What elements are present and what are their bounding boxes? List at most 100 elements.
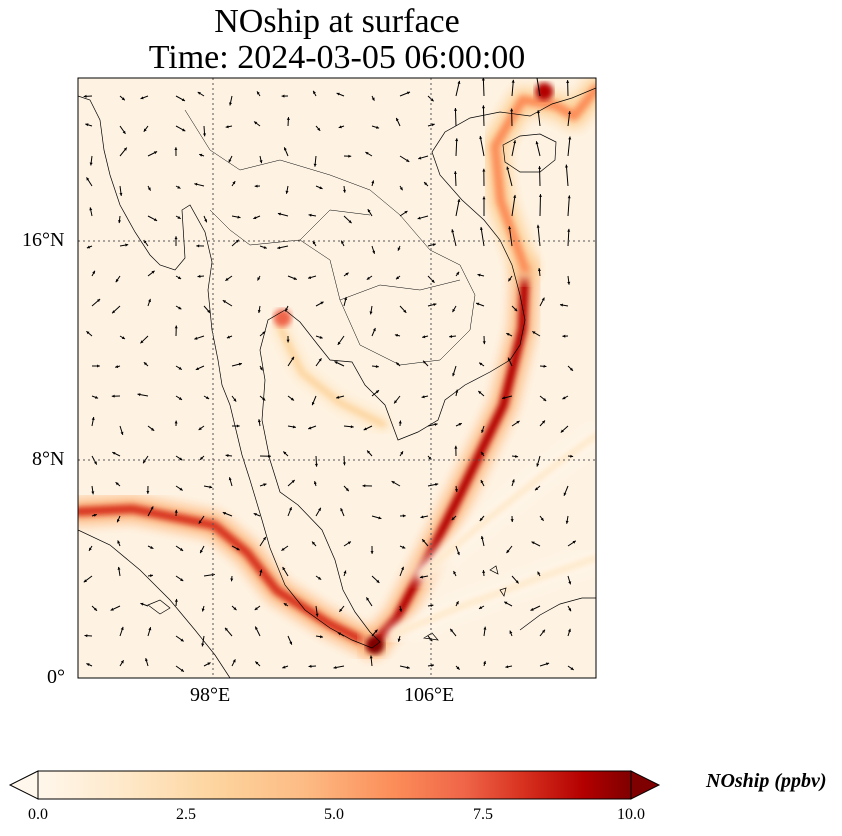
wind-arrow-head	[535, 141, 539, 145]
wind-arrow-head	[285, 308, 288, 312]
wind-arrow-head	[153, 151, 158, 155]
wind-arrow-head	[150, 506, 154, 510]
wind-arrow-head	[289, 641, 293, 645]
wind-arrow-head	[538, 194, 542, 197]
wind-arrow-head	[543, 398, 547, 401]
wind-arrow-head	[516, 420, 520, 424]
wind-arrow-head	[84, 634, 88, 638]
wind-arrow-head	[367, 450, 371, 454]
wind-arrow-head	[341, 240, 344, 244]
wind-arrow-head	[180, 638, 184, 642]
wind-arrow-head	[257, 310, 261, 313]
wind-arrow-shaft	[480, 226, 485, 247]
wind-arrow-head	[263, 537, 266, 541]
wind-arrow-head	[313, 90, 316, 94]
wind-arrow-head	[85, 123, 89, 127]
wind-arrow-head	[178, 366, 182, 370]
wind-arrow-head	[198, 427, 202, 430]
wind-arrow-head	[120, 660, 124, 664]
ship-track-1	[367, 264, 530, 650]
colorbar-tick-5: 5.0	[324, 806, 344, 823]
wind-arrow-shaft	[567, 136, 571, 157]
wind-arrow-head	[263, 483, 267, 487]
wind-arrow-head	[424, 182, 428, 186]
wind-arrow-head	[482, 168, 486, 172]
wind-arrow-head	[177, 216, 181, 219]
wind-arrow-head	[259, 367, 263, 371]
wind-arrow-head	[118, 220, 121, 224]
wind-arrow-head	[200, 549, 203, 554]
wind-arrow-head	[196, 244, 200, 248]
wind-arrow-head	[286, 117, 290, 120]
wind-arrow-head	[207, 309, 211, 313]
wind-arrow-head	[511, 79, 515, 83]
wind-arrow-head	[369, 655, 373, 659]
wind-arrow-head	[367, 209, 371, 213]
wind-arrow-head	[290, 397, 294, 401]
wind-arrow-head	[225, 454, 229, 458]
wind-arrow-head	[257, 91, 260, 95]
wind-arrow-head	[112, 310, 116, 314]
wind-arrow-head	[314, 463, 318, 467]
wind-arrow-head	[508, 278, 512, 282]
wind-arrow-head	[283, 603, 287, 607]
wind-arrow-head	[117, 519, 120, 523]
wind-arrow-head	[318, 507, 321, 511]
colorbar-frame	[37, 770, 632, 800]
lon-label-106e: 106°E	[404, 684, 455, 706]
wind-arrow-head	[350, 425, 354, 429]
wind-arrow-head	[479, 517, 483, 521]
wind-arrow-head	[238, 362, 242, 366]
wind-arrow-head	[397, 638, 401, 642]
colorbar-tick-7-5: 7.5	[473, 806, 493, 823]
wind-arrow-head	[483, 661, 487, 665]
wind-arrow-head	[403, 309, 407, 313]
wind-arrow-head	[451, 517, 455, 521]
wind-arrow-head	[378, 516, 382, 520]
wind-arrow-head	[363, 427, 367, 431]
wind-arrow-head	[513, 194, 517, 198]
wind-arrow-head	[179, 457, 183, 461]
wind-arrow-head	[194, 336, 198, 340]
wind-arrow-head	[119, 192, 123, 196]
wind-arrow-head	[225, 277, 229, 281]
wind-arrow-head	[455, 138, 459, 142]
wind-arrow-head	[506, 166, 510, 170]
wind-arrow-head	[140, 340, 144, 344]
wind-arrow-head	[340, 508, 344, 512]
wind-arrow-shaft	[567, 195, 570, 217]
wind-arrow-head	[343, 570, 347, 574]
wind-arrow-head	[174, 509, 178, 513]
wind-arrow-head	[232, 181, 236, 185]
wind-arrow-shaft	[454, 107, 457, 127]
wind-arrow-head	[110, 607, 114, 611]
wind-arrow-head	[182, 128, 186, 132]
borders	[184, 109, 476, 366]
wind-arrow-head	[504, 601, 508, 605]
wind-arrow-head	[308, 664, 312, 668]
wind-arrow-shaft	[508, 226, 513, 247]
wind-arrow-head	[479, 227, 483, 230]
wind-arrow-head	[502, 396, 506, 400]
wind-arrow-head	[457, 80, 461, 84]
coastline-hainan	[502, 133, 557, 173]
wind-arrow-head	[181, 98, 185, 101]
wind-arrow-head	[482, 570, 486, 573]
wind-arrow-head	[89, 547, 92, 551]
wind-arrow-head	[197, 274, 201, 278]
ship-track-2	[490, 84, 596, 274]
wind-arrow-head	[362, 484, 366, 488]
wind-arrow-head	[479, 606, 483, 609]
wind-arrow-head	[289, 507, 292, 511]
hotspot-2	[273, 309, 292, 327]
wind-arrow-head	[201, 608, 205, 612]
wind-arrow-head	[506, 549, 510, 554]
wind-arrow-head	[317, 127, 321, 131]
wind-arrow-head	[480, 536, 484, 540]
wind-arrow-shaft	[506, 166, 513, 187]
wind-arrow-head	[402, 545, 406, 549]
wind-arrow-head	[137, 393, 141, 397]
wind-arrow-head	[277, 212, 281, 216]
wind-arrow-head	[342, 462, 346, 466]
wind-arrow-head	[207, 662, 211, 666]
